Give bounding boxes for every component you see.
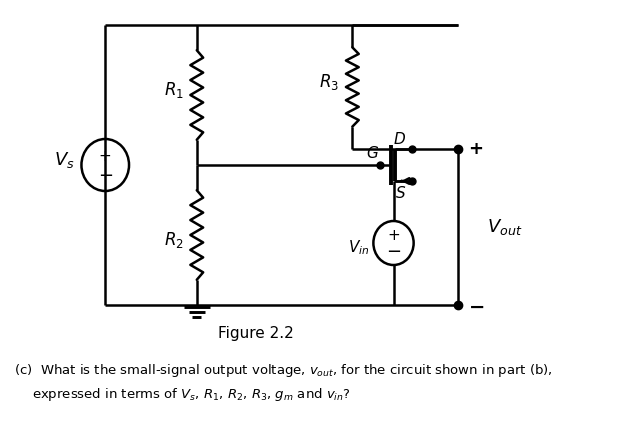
Text: S: S	[396, 185, 406, 201]
Text: $V_{in}$: $V_{in}$	[348, 238, 369, 257]
Text: $V_s$: $V_s$	[54, 150, 74, 170]
Text: +: +	[99, 149, 111, 164]
Text: −: −	[386, 243, 401, 261]
Text: expressed in terms of $V_s$, $R_1$, $R_2$, $R_3$, $g_m$ and $v_{in}$?: expressed in terms of $V_s$, $R_1$, $R_2…	[32, 385, 351, 402]
Text: $R_3$: $R_3$	[319, 72, 339, 92]
Text: +: +	[468, 140, 484, 158]
Text: Figure 2.2: Figure 2.2	[218, 326, 294, 341]
Text: (c)  What is the small-signal output voltage, $v_{out}$, for the circuit shown i: (c) What is the small-signal output volt…	[13, 361, 552, 378]
Text: $R_2$: $R_2$	[164, 230, 184, 250]
Text: D: D	[393, 132, 405, 146]
Text: $V_{out}$: $V_{out}$	[487, 217, 522, 237]
Text: −: −	[98, 167, 113, 185]
Text: G: G	[367, 146, 378, 160]
Text: −: −	[468, 297, 485, 317]
Text: $R_1$: $R_1$	[164, 80, 184, 100]
Text: +: +	[387, 228, 400, 243]
